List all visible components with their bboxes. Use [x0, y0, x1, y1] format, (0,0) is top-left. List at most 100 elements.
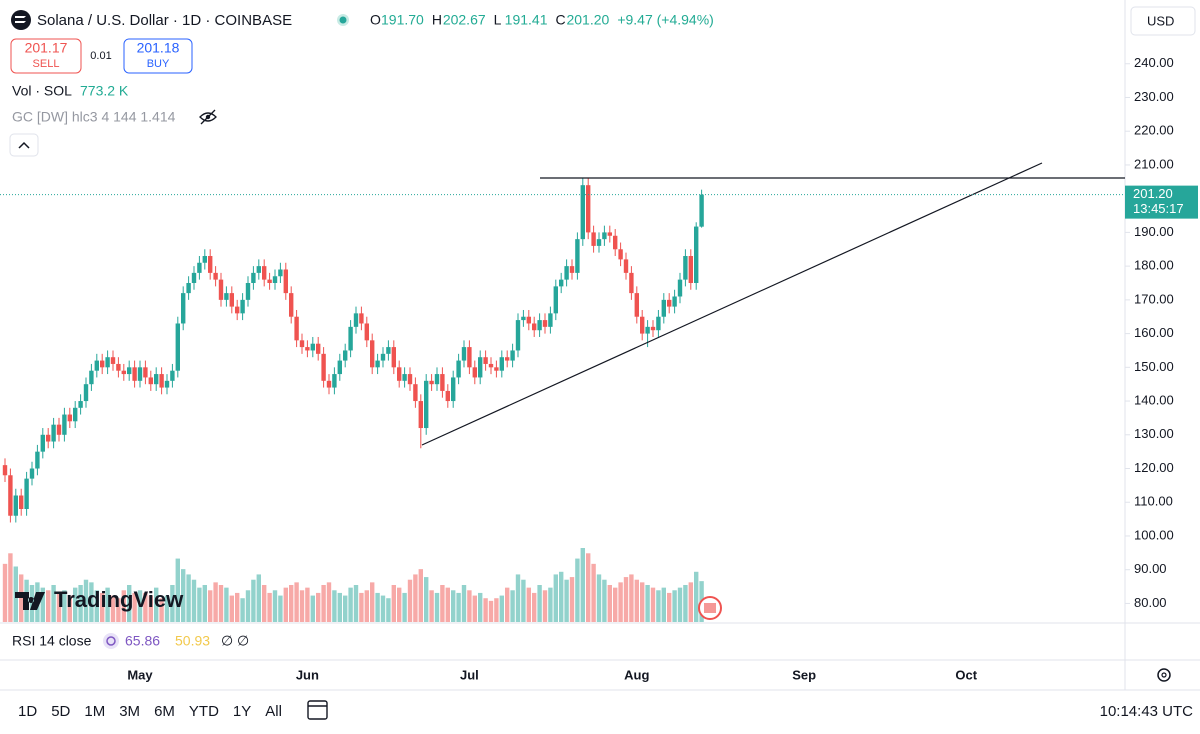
- volume-bar: [310, 595, 315, 622]
- candle-body: [618, 249, 623, 260]
- rsi-legend[interactable]: RSI 14 close: [12, 633, 92, 649]
- candle-body: [78, 401, 83, 408]
- currency-button[interactable]: [1130, 6, 1196, 36]
- indicator-legend[interactable]: GC [DW] hlc3 4 144 1.414: [12, 109, 176, 125]
- candle-body: [596, 239, 602, 246]
- y-tick-label: 140.00: [1134, 392, 1174, 407]
- candle-body: [575, 239, 580, 273]
- range-button[interactable]: 5D: [51, 703, 70, 720]
- candle-body: [213, 272, 218, 280]
- candle-body: [418, 401, 423, 429]
- candle-body: [645, 326, 650, 334]
- volume-bar: [224, 587, 229, 622]
- symbol-title[interactable]: Solana / U.S. Dollar · 1D · COINBASE: [37, 12, 292, 29]
- candle-body: [202, 256, 207, 263]
- candle-body: [370, 340, 375, 368]
- candle-body: [656, 316, 661, 331]
- candle-body: [623, 259, 629, 273]
- candle-body: [2, 465, 8, 476]
- range-button[interactable]: 3M: [119, 703, 140, 720]
- volume-bar: [478, 592, 483, 622]
- candle-body: [537, 320, 542, 331]
- candle-body: [683, 256, 688, 280]
- volume-bar: [488, 600, 494, 622]
- sell-button[interactable]: [10, 38, 82, 74]
- settings-icon[interactable]: [1157, 668, 1171, 682]
- candle-body: [143, 367, 148, 378]
- market-status-dot: [339, 16, 347, 24]
- candle-body: [137, 367, 143, 381]
- volume-legend[interactable]: Vol · SOL: [12, 83, 72, 99]
- volume-bar: [208, 590, 213, 622]
- volume-bar: [467, 590, 472, 622]
- candle-body: [89, 370, 94, 385]
- candle-body: [515, 320, 521, 351]
- volume-bar: [46, 590, 51, 622]
- candle-body: [40, 434, 45, 452]
- volume-bar: [364, 590, 369, 622]
- volume-bar: [694, 571, 699, 622]
- date-range-icon[interactable]: [307, 700, 328, 720]
- volume-bar: [413, 574, 418, 622]
- volume-bar: [542, 590, 548, 622]
- candle-body: [521, 316, 526, 321]
- y-tick-label: 180.00: [1134, 258, 1174, 273]
- candle-body: [245, 282, 251, 300]
- candle-body: [67, 414, 72, 422]
- candle-body: [175, 323, 180, 371]
- tv-logo-mark: [15, 592, 45, 610]
- candle-body: [650, 326, 656, 331]
- y-tick-label: 130.00: [1134, 426, 1174, 441]
- collapse-button[interactable]: [9, 133, 39, 157]
- y-tick-label: 90.00: [1134, 561, 1167, 576]
- ohlc-label: C: [555, 12, 565, 28]
- volume-bar: [677, 587, 683, 622]
- candle-body: [397, 367, 402, 381]
- candle-body: [262, 266, 267, 280]
- y-tick-label: 230.00: [1134, 89, 1174, 104]
- volume-bar: [359, 592, 364, 622]
- volume-bar: [580, 548, 585, 622]
- volume-bar: [121, 590, 126, 622]
- last-price-box: [1125, 185, 1198, 219]
- buy-button[interactable]: [123, 38, 193, 74]
- volume-bar: [8, 553, 13, 622]
- range-button[interactable]: 1M: [84, 703, 105, 720]
- hide-icon[interactable]: [199, 109, 217, 125]
- volume-bar: [170, 585, 175, 622]
- volume-bar: [100, 592, 105, 622]
- y-tick-label: 150.00: [1134, 359, 1174, 374]
- range-button[interactable]: 1Y: [233, 703, 251, 720]
- volume-bar: [483, 598, 488, 622]
- volume-bar: [510, 590, 515, 622]
- candle-body: [613, 235, 618, 250]
- volume-bar: [348, 587, 353, 622]
- candle-body: [510, 350, 515, 361]
- trend-line[interactable]: [421, 162, 1043, 446]
- eye-slash: [200, 109, 216, 125]
- candle-body: [170, 370, 175, 381]
- y-tick-label: 110.00: [1134, 494, 1173, 509]
- x-tick-label: May: [127, 667, 153, 682]
- volume-bar: [596, 574, 602, 622]
- volume-bar: [83, 579, 89, 622]
- ohlc-legend: O 191.70 H 202.67 L 191.41 C 201.20: [370, 12, 610, 28]
- rsi-ma: 50.93: [175, 633, 210, 649]
- range-button[interactable]: YTD: [189, 703, 219, 720]
- range-button[interactable]: All: [265, 703, 282, 720]
- volume-bar: [143, 592, 148, 622]
- volume-bar: [116, 598, 121, 622]
- rsi-na: ∅: [221, 633, 233, 649]
- candle-body: [456, 360, 461, 378]
- volume-bar: [272, 590, 278, 622]
- volume-bar: [267, 592, 272, 622]
- volume-bar: [456, 592, 461, 622]
- y-tick-label: 100.00: [1134, 527, 1174, 542]
- range-button[interactable]: 6M: [154, 703, 175, 720]
- candle-body: [526, 316, 531, 324]
- range-button[interactable]: 1D: [18, 703, 37, 720]
- x-tick-label: Jun: [296, 667, 319, 682]
- candle-body: [553, 286, 558, 314]
- volume-bar: [332, 590, 337, 622]
- x-tick-label: Jul: [460, 667, 479, 682]
